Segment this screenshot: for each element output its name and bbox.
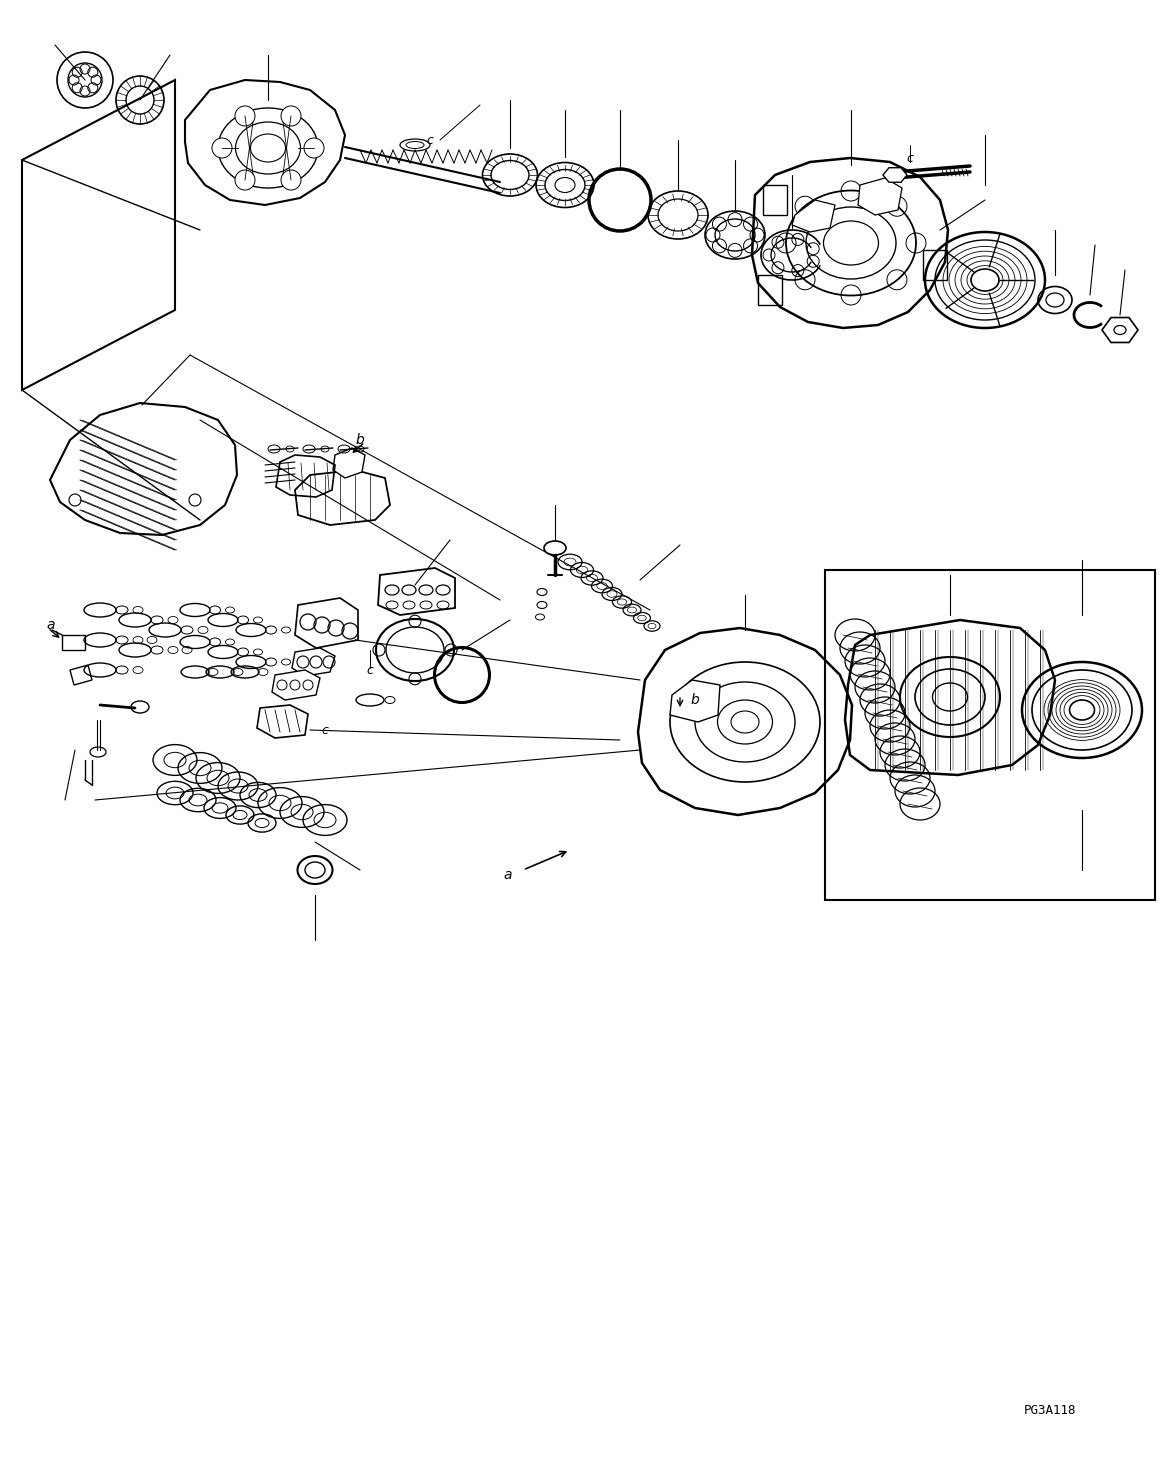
Text: b: b xyxy=(355,433,364,447)
Polygon shape xyxy=(883,168,908,182)
Polygon shape xyxy=(1101,318,1138,342)
Polygon shape xyxy=(670,680,719,723)
Text: c: c xyxy=(426,134,433,147)
Text: c: c xyxy=(906,152,913,165)
Polygon shape xyxy=(378,568,456,615)
Circle shape xyxy=(281,106,301,125)
Text: b: b xyxy=(690,694,700,707)
Text: PG3A118: PG3A118 xyxy=(1023,1403,1076,1416)
Circle shape xyxy=(281,170,301,189)
Text: a: a xyxy=(47,618,55,632)
Polygon shape xyxy=(792,200,835,232)
Circle shape xyxy=(235,106,255,125)
Polygon shape xyxy=(333,447,364,478)
Circle shape xyxy=(235,170,255,189)
Text: c: c xyxy=(367,663,374,676)
Circle shape xyxy=(213,138,232,157)
Text: a: a xyxy=(503,868,513,881)
Polygon shape xyxy=(296,597,359,648)
Text: c: c xyxy=(321,724,328,736)
Polygon shape xyxy=(292,648,335,676)
Polygon shape xyxy=(272,670,320,699)
Polygon shape xyxy=(858,178,902,216)
Polygon shape xyxy=(257,705,308,739)
Circle shape xyxy=(304,138,324,157)
